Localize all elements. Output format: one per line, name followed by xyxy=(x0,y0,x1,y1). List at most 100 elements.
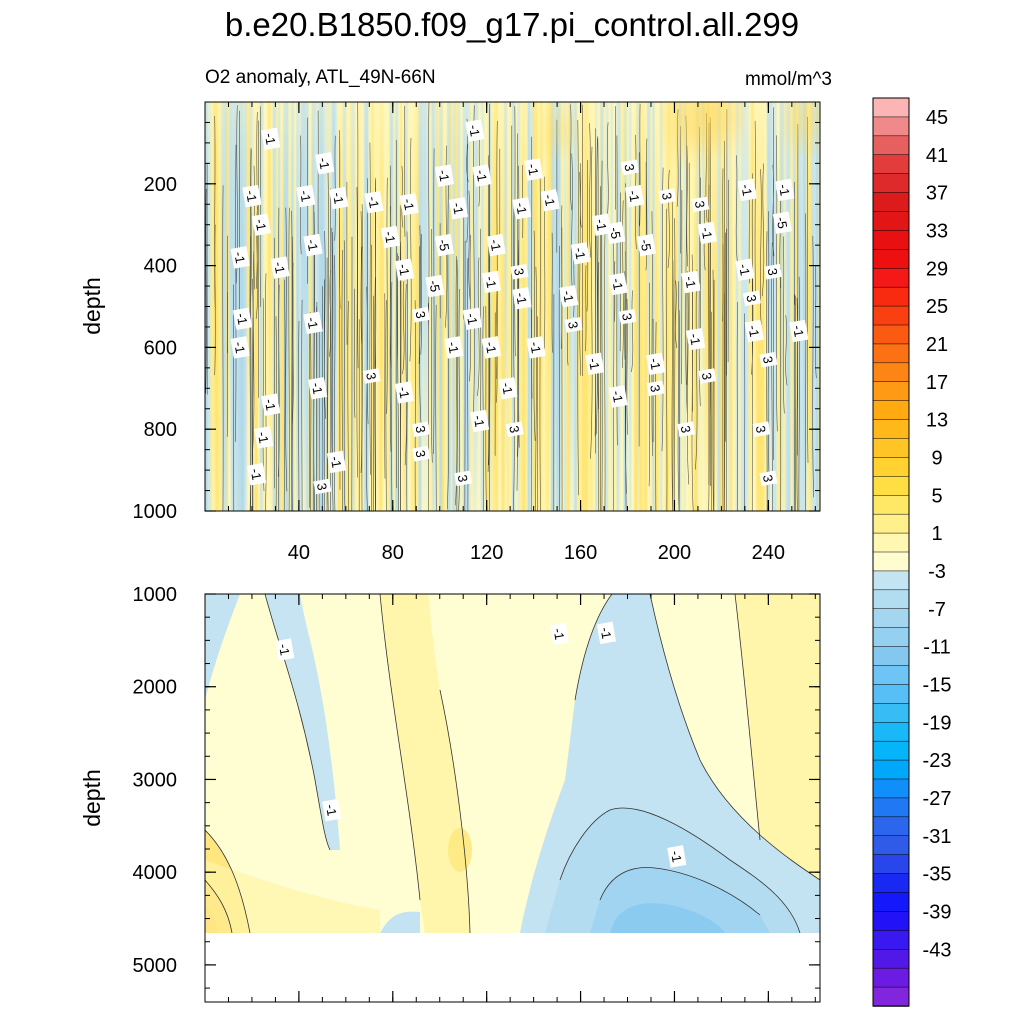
contour-label: -1 xyxy=(472,164,492,187)
colorbar-swatch xyxy=(872,249,910,270)
svg-text:3: 3 xyxy=(659,191,675,201)
svg-text:-1: -1 xyxy=(473,169,490,183)
colorbar-swatch xyxy=(872,911,910,932)
colorbar-swatch xyxy=(872,513,910,534)
svg-text:-1: -1 xyxy=(436,169,453,183)
colorbar-label: -39 xyxy=(923,901,952,923)
colorbar-swatch xyxy=(872,438,910,459)
contour-label: -1 xyxy=(465,119,485,142)
svg-text:-1: -1 xyxy=(304,238,321,252)
chart-title: b.e20.B1850.f09_g17.pi_control.all.299 xyxy=(225,6,799,43)
colorbar-label: 17 xyxy=(926,372,948,394)
colorbar-swatch xyxy=(872,400,910,421)
svg-text:3: 3 xyxy=(692,200,708,210)
svg-text:-1: -1 xyxy=(382,230,399,244)
colorbar-swatch xyxy=(872,854,910,875)
colorbar-swatch xyxy=(872,135,910,156)
units-label: mmol/m^3 xyxy=(745,69,832,90)
contour-label: -5 xyxy=(425,274,445,298)
colorbar-swatch xyxy=(872,211,910,232)
colorbar-swatch xyxy=(872,684,910,705)
contour-label: -1 xyxy=(380,225,401,249)
contour-label: -1 xyxy=(261,127,281,151)
colorbar-label: -3 xyxy=(928,561,946,583)
colorbar-swatch xyxy=(872,627,910,648)
contour-label: 3 xyxy=(677,421,696,437)
colorbar-label: 13 xyxy=(926,410,948,432)
svg-text:-1: -1 xyxy=(445,340,462,354)
x-tick-label: 80 xyxy=(382,542,404,564)
svg-text:-1: -1 xyxy=(687,332,704,346)
svg-text:-1: -1 xyxy=(527,340,544,354)
contour-label: 3 xyxy=(646,380,665,397)
contour-label: -1 xyxy=(308,377,328,400)
colorbar-swatch xyxy=(872,381,910,402)
upper-plot-frame xyxy=(204,101,821,512)
y-tick-label: 200 xyxy=(144,174,177,196)
svg-text:-1: -1 xyxy=(572,246,589,260)
svg-text:-1: -1 xyxy=(271,261,288,275)
contour-label: -1 xyxy=(322,798,342,822)
colorbar-swatch xyxy=(872,967,910,988)
contour-label: -1 xyxy=(735,258,755,281)
svg-text:-1: -1 xyxy=(738,183,755,197)
colorbar: 45 41 37 33 29 25 21 17 13 9 5 1 -3 -7 -11 -15 -19 -23 -27… xyxy=(872,97,952,1007)
y-tick-label: 4000 xyxy=(133,862,178,884)
contour-label: -1 xyxy=(585,352,605,376)
colorbar-label: 5 xyxy=(931,485,942,507)
contour-label: -1 xyxy=(246,462,267,486)
contour-label: -1 xyxy=(462,307,483,331)
contour-label: -1 xyxy=(270,256,290,279)
svg-text:-1: -1 xyxy=(487,238,504,252)
colorbar-swatch xyxy=(872,97,910,118)
y-tick-label: 600 xyxy=(144,337,177,359)
svg-text:3: 3 xyxy=(753,424,769,434)
contour-label: -5 xyxy=(772,211,793,234)
svg-text:-1: -1 xyxy=(682,275,699,289)
x-tick-label: 120 xyxy=(470,542,503,564)
contour-label: -1 xyxy=(523,158,544,181)
colorbar-swatch xyxy=(872,778,910,799)
svg-text:-1: -1 xyxy=(471,414,488,428)
colorbar-swatch xyxy=(872,268,910,288)
contour-label: -1 xyxy=(242,184,262,208)
contour-label: -1 xyxy=(592,213,612,236)
svg-text:-5: -5 xyxy=(774,216,791,230)
svg-text:-1: -1 xyxy=(262,132,279,146)
colorbar-swatch xyxy=(872,173,910,194)
svg-text:-5: -5 xyxy=(436,238,453,252)
contour-label: -5 xyxy=(636,233,656,257)
contour-label: -1 xyxy=(549,622,570,646)
svg-text:-1: -1 xyxy=(483,275,500,289)
colorbar-swatch xyxy=(872,286,910,307)
contour-label: 3 xyxy=(698,368,717,384)
colorbar-label: 25 xyxy=(926,296,948,318)
svg-text:-1: -1 xyxy=(297,189,314,203)
contour-label: 3 xyxy=(764,263,783,280)
contour-label: -1 xyxy=(399,193,419,216)
contour-label: -1 xyxy=(608,385,628,408)
colorbar-swatch xyxy=(872,551,910,572)
chart-subtitle: O2 anomaly, ATL_49N-66N xyxy=(205,67,436,88)
svg-text:-1: -1 xyxy=(483,340,500,354)
colorbar-swatch xyxy=(872,457,910,478)
colorbar-swatch xyxy=(872,495,910,515)
colorbar-swatch xyxy=(872,589,910,610)
contour-label: -1 xyxy=(394,258,415,281)
colorbar-swatch xyxy=(872,835,910,856)
colorbar-swatch xyxy=(872,305,910,326)
contour-label: -1 xyxy=(303,233,323,257)
contour-label: -1 xyxy=(559,285,579,308)
y-tick-label: 5000 xyxy=(133,955,178,977)
svg-text:-1: -1 xyxy=(626,189,643,203)
svg-text:3: 3 xyxy=(363,371,379,381)
colorbar-swatch xyxy=(872,949,910,969)
colorbar-label: -31 xyxy=(923,826,952,848)
contour-label: -1 xyxy=(448,197,469,220)
contour-label: 3 xyxy=(752,421,771,437)
x-tick-label: 200 xyxy=(658,542,691,564)
svg-text:-1: -1 xyxy=(231,250,248,264)
y-tick-label: 3000 xyxy=(133,769,178,791)
contour-label: -1 xyxy=(596,621,617,645)
svg-text:-1: -1 xyxy=(647,357,664,371)
